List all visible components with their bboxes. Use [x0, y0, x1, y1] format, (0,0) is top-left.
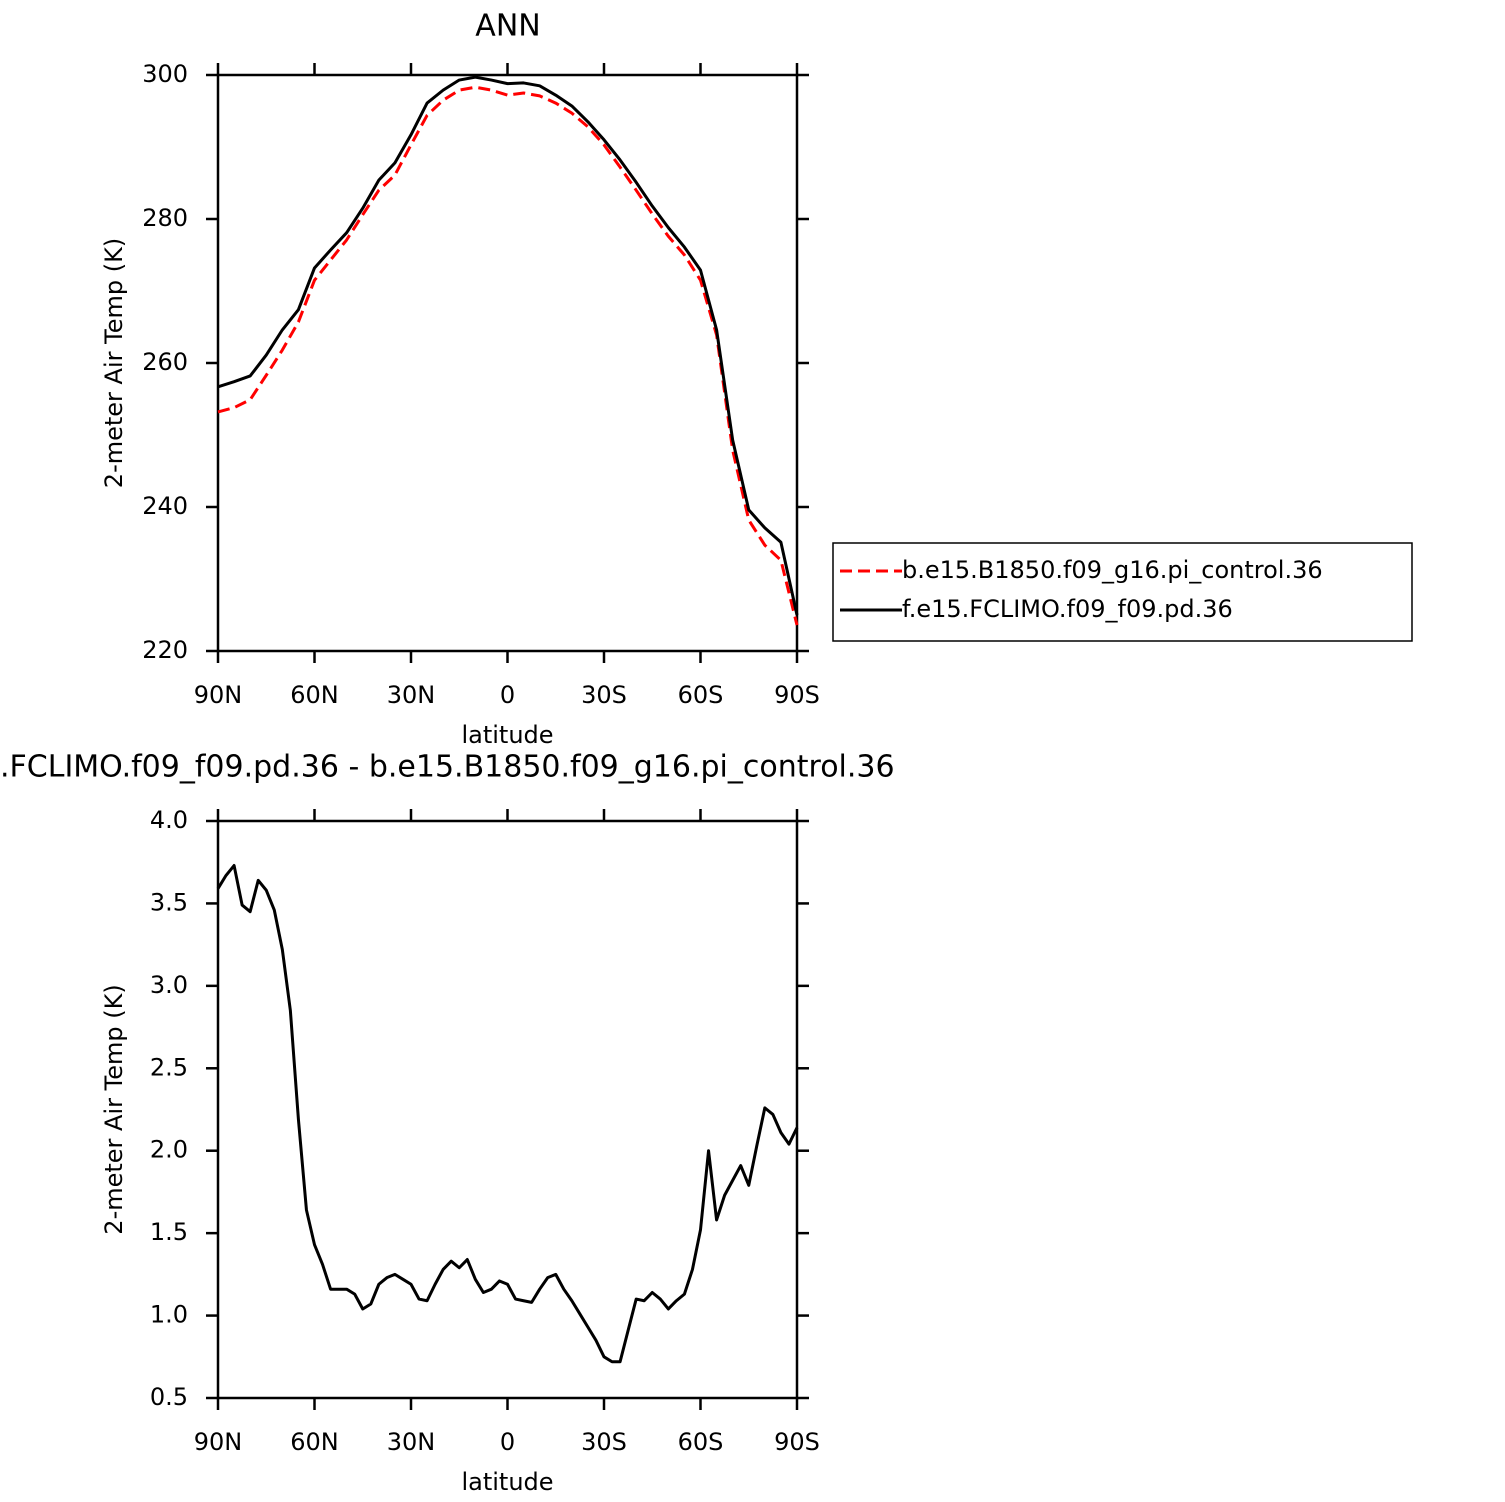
x-tick-label: 30N: [387, 1428, 436, 1456]
x-tick-label: 60S: [678, 1428, 724, 1456]
y-axis-title: 2-meter Air Temp (K): [100, 238, 128, 488]
y-tick-label: 280: [142, 204, 188, 232]
chart-title: .FCLIMO.f09_f09.pd.36 - b.e15.B1850.f09_…: [0, 750, 895, 785]
y-tick-label: 2.0: [150, 1136, 188, 1164]
y-tick-label: 0.5: [150, 1383, 188, 1411]
x-tick-label: 0: [500, 681, 515, 709]
y-tick-label: 260: [142, 348, 188, 376]
x-tick-label: 30N: [387, 681, 436, 709]
x-tick-label: 90N: [194, 1428, 243, 1456]
chart-title: ANN: [475, 9, 540, 44]
legend-box: [832, 542, 1413, 642]
x-tick-label: 0: [500, 1428, 515, 1456]
plot-frame: [216, 819, 799, 1400]
y-tick-label: 4.0: [150, 806, 188, 834]
y-tick-label: 300: [142, 60, 188, 88]
x-axis-title: latitude: [461, 721, 553, 749]
x-tick-label: 30S: [581, 681, 627, 709]
x-axis-title: latitude: [461, 1468, 553, 1496]
y-tick-label: 240: [142, 492, 188, 520]
x-tick-label: 60N: [290, 681, 339, 709]
y-tick-label: 3.5: [150, 888, 188, 916]
y-tick-label: 3.0: [150, 971, 188, 999]
data-line: [216, 864, 799, 1364]
x-tick-label: 60S: [678, 681, 724, 709]
y-axis-title: 2-meter Air Temp (K): [100, 984, 128, 1234]
x-tick-label: 90S: [774, 681, 820, 709]
y-tick-label: 1.0: [150, 1301, 188, 1329]
x-tick-label: 90N: [194, 681, 243, 709]
y-tick-label: 220: [142, 636, 188, 664]
x-tick-label: 90S: [774, 1428, 820, 1456]
x-tick-label: 60N: [290, 1428, 339, 1456]
data-line: [217, 75, 799, 616]
data-line: [217, 85, 799, 626]
legend-label: f.e15.FCLIMO.f09_f09.pd.36: [902, 595, 1233, 623]
y-tick-label: 1.5: [150, 1218, 188, 1246]
y-tick-label: 2.5: [150, 1053, 188, 1081]
legend-label: b.e15.B1850.f09_g16.pi_control.36: [902, 556, 1323, 584]
plot-frame: [216, 73, 799, 653]
x-tick-label: 30S: [581, 1428, 627, 1456]
